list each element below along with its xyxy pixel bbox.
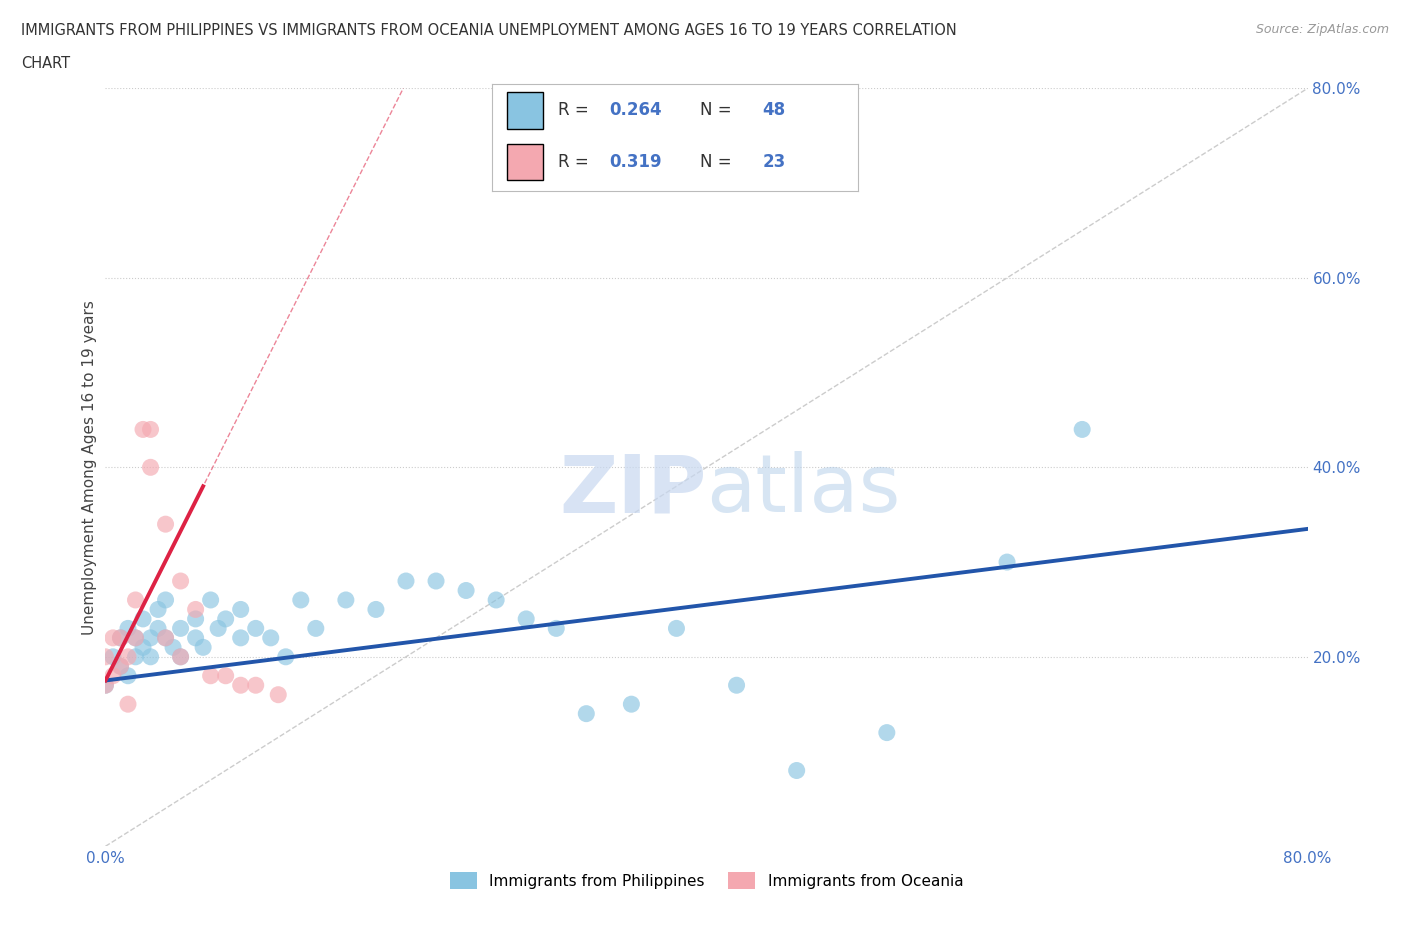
Point: [132, 640, 155, 655]
Legend: Immigrants from Philippines, Immigrants from Oceania: Immigrants from Philippines, Immigrants …: [444, 866, 969, 896]
Point: [169, 649, 191, 664]
Point: [395, 574, 418, 589]
Point: [94, 678, 117, 693]
Point: [229, 602, 252, 617]
Point: [94, 678, 117, 693]
Point: [665, 621, 688, 636]
Point: [620, 697, 643, 711]
Point: [214, 612, 236, 627]
Point: [139, 460, 162, 475]
Text: IMMIGRANTS FROM PHILIPPINES VS IMMIGRANTS FROM OCEANIA UNEMPLOYMENT AMONG AGES 1: IMMIGRANTS FROM PHILIPPINES VS IMMIGRANT…: [21, 23, 957, 38]
Point: [575, 706, 598, 721]
Point: [117, 621, 139, 636]
Point: [725, 678, 748, 693]
Point: [169, 574, 191, 589]
Text: R =: R =: [558, 101, 593, 119]
Point: [267, 687, 290, 702]
Point: [101, 649, 124, 664]
Point: [139, 649, 162, 664]
Point: [876, 725, 898, 740]
Point: [245, 678, 267, 693]
Text: 23: 23: [762, 153, 786, 171]
Point: [184, 602, 207, 617]
Point: [290, 592, 312, 607]
Point: [191, 640, 214, 655]
Text: Source: ZipAtlas.com: Source: ZipAtlas.com: [1256, 23, 1389, 36]
Text: N =: N =: [700, 101, 737, 119]
Point: [162, 640, 184, 655]
Text: atlas: atlas: [707, 451, 901, 529]
Point: [229, 678, 252, 693]
Point: [200, 669, 222, 684]
Text: 0.264: 0.264: [609, 101, 662, 119]
Point: [155, 631, 177, 645]
Point: [485, 592, 508, 607]
Point: [274, 649, 297, 664]
Point: [1071, 422, 1094, 437]
Point: [169, 621, 191, 636]
Point: [995, 554, 1018, 569]
Point: [260, 631, 283, 645]
Point: [245, 621, 267, 636]
Point: [200, 592, 222, 607]
Point: [117, 649, 139, 664]
Point: [110, 631, 132, 645]
Point: [139, 422, 162, 437]
Point: [335, 592, 357, 607]
Point: [155, 517, 177, 532]
Point: [364, 602, 387, 617]
Point: [305, 621, 328, 636]
Point: [124, 649, 146, 664]
Point: [425, 574, 447, 589]
Point: [110, 658, 132, 673]
Point: [546, 621, 568, 636]
Point: [124, 631, 146, 645]
Point: [786, 763, 808, 777]
Text: ZIP: ZIP: [560, 451, 707, 529]
Point: [94, 649, 117, 664]
Point: [110, 658, 132, 673]
Text: 0.319: 0.319: [609, 153, 662, 171]
Point: [146, 621, 169, 636]
Point: [155, 631, 177, 645]
Point: [101, 669, 124, 684]
Point: [515, 612, 537, 627]
Point: [139, 631, 162, 645]
Point: [184, 631, 207, 645]
Text: N =: N =: [700, 153, 737, 171]
Point: [207, 621, 229, 636]
Y-axis label: Unemployment Among Ages 16 to 19 years: Unemployment Among Ages 16 to 19 years: [82, 299, 97, 635]
Point: [117, 669, 139, 684]
Point: [101, 631, 124, 645]
Point: [117, 697, 139, 711]
Point: [146, 602, 169, 617]
FancyBboxPatch shape: [506, 92, 543, 128]
Point: [124, 592, 146, 607]
FancyBboxPatch shape: [506, 143, 543, 180]
Text: CHART: CHART: [21, 56, 70, 71]
Point: [169, 649, 191, 664]
Point: [155, 592, 177, 607]
Point: [454, 583, 477, 598]
Point: [132, 612, 155, 627]
Point: [124, 631, 146, 645]
Point: [184, 612, 207, 627]
Point: [214, 669, 236, 684]
Text: R =: R =: [558, 153, 593, 171]
Point: [132, 422, 155, 437]
Point: [229, 631, 252, 645]
Text: 48: 48: [762, 101, 786, 119]
Point: [110, 631, 132, 645]
